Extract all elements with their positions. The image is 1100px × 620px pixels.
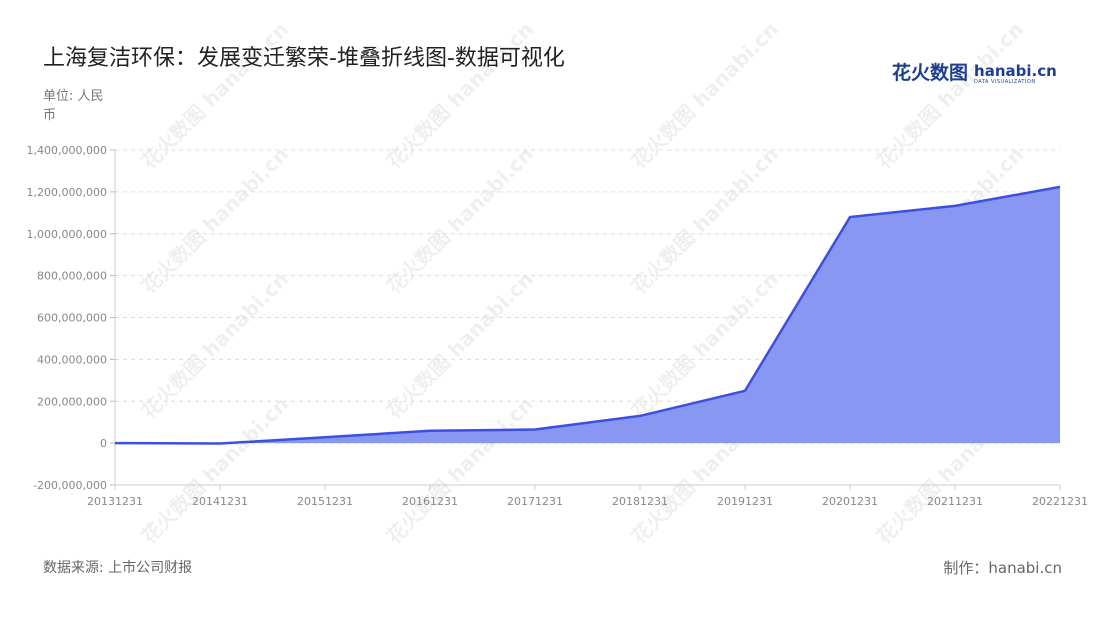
x-tick-label: 20141231 xyxy=(192,495,248,508)
source-note: 数据来源: 上市公司财报 xyxy=(43,560,193,576)
x-tick-label: 20131231 xyxy=(87,495,143,508)
series-line xyxy=(114,185,1061,445)
logo-sub: DATA VISUALIZATION xyxy=(974,79,1036,85)
y-tick-label: 1,000,000,000 xyxy=(27,228,107,241)
unit-label: 单位: 人民币 xyxy=(43,89,104,123)
brand-logo: 花火数图 hanabi.cn DATA VISUALIZATION xyxy=(892,58,1057,85)
logo-en: hanabi.cn xyxy=(974,62,1057,80)
y-tick-label: 400,000,000 xyxy=(37,353,107,366)
y-tick-label: 1,200,000,000 xyxy=(27,186,107,199)
maker-note: 制作：hanabi.cn xyxy=(943,559,1062,577)
y-tick-label: 800,000,000 xyxy=(37,270,107,283)
series-area xyxy=(115,186,1060,444)
chart-title: 上海复洁环保：发展变迁繁荣-堆叠折线图-数据可视化 xyxy=(43,46,565,71)
y-tick-label: 0 xyxy=(100,437,107,450)
x-tick-label: 20191231 xyxy=(717,495,773,508)
x-tick-label: 20211231 xyxy=(927,495,983,508)
x-tick-label: 20181231 xyxy=(612,495,668,508)
y-tick-label: 200,000,000 xyxy=(37,395,107,408)
logo-cn: 花火数图 xyxy=(892,62,969,84)
y-tick-label: -200,000,000 xyxy=(33,479,107,492)
y-tick-label: 1,400,000,000 xyxy=(27,144,107,157)
x-tick-label: 20171231 xyxy=(507,495,563,508)
x-tick-label: 20161231 xyxy=(402,495,458,508)
x-tick-label: 20221231 xyxy=(1032,495,1088,508)
y-tick-label: 600,000,000 xyxy=(37,312,107,325)
x-tick-label: 20151231 xyxy=(297,495,353,508)
x-tick-label: 20201231 xyxy=(822,495,878,508)
